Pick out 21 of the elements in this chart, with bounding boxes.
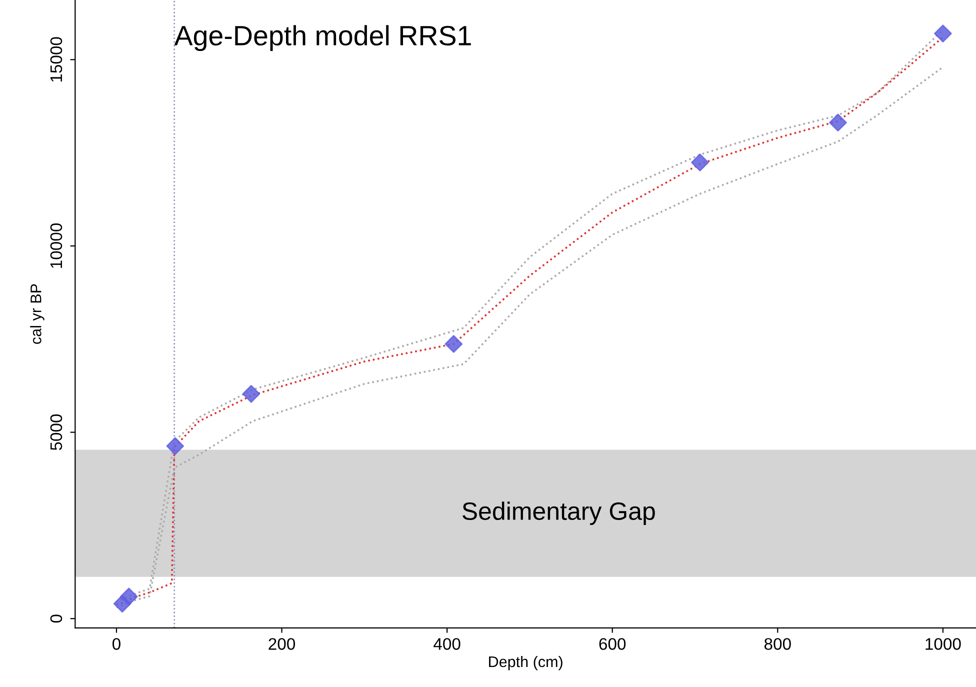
point	[691, 154, 709, 172]
x-tick-label: 600	[599, 638, 626, 650]
y-tick-label: 10000	[50, 223, 62, 268]
x-tick-label: 800	[764, 638, 791, 650]
x-tick-label: 200	[268, 638, 296, 650]
y-axis-title: cal yr BP	[30, 284, 44, 344]
x-tick-label: 0	[112, 638, 120, 650]
y-tick-label: 0	[50, 614, 62, 623]
x-tick-label: 1000	[926, 638, 961, 650]
point	[934, 24, 952, 42]
y-tick-label: 5000	[50, 414, 62, 450]
point	[166, 437, 184, 455]
point	[444, 335, 463, 353]
point	[829, 114, 847, 132]
x-axis-title: Depth (cm)	[489, 656, 562, 670]
band-label: Sedimentary Gap	[462, 502, 655, 525]
y-tick-label: 15000	[50, 37, 62, 82]
x-tick-label: 400	[434, 638, 460, 650]
point	[120, 588, 138, 606]
point	[242, 384, 260, 403]
text: Age-Depth model RRS1	[174, 25, 471, 52]
